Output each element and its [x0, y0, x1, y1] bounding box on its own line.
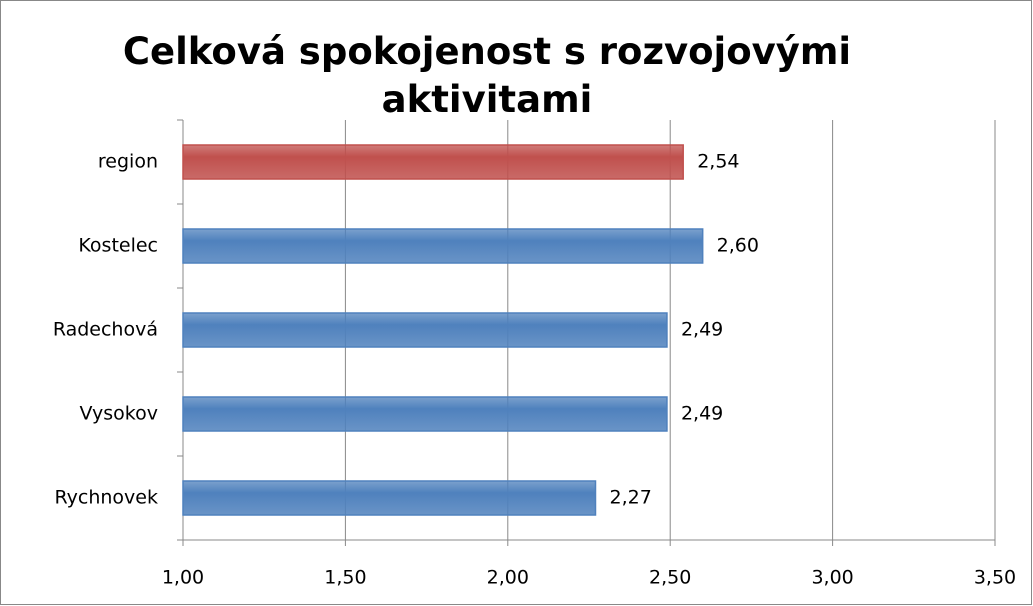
- value-label: 2,49: [681, 403, 723, 425]
- value-label: 2,27: [609, 487, 651, 509]
- y-tick-label: Kostelec: [78, 235, 158, 257]
- bar: [182, 480, 597, 516]
- y-tick-label: Vysokov: [80, 403, 158, 425]
- bar: [182, 396, 668, 432]
- bar: [182, 228, 704, 264]
- x-tick-label: 2,00: [487, 567, 529, 589]
- x-tick-label: 1,00: [162, 567, 204, 589]
- value-label: 2,49: [681, 319, 723, 341]
- x-tick-label: 2,50: [649, 567, 691, 589]
- x-tick-label: 3,00: [811, 567, 853, 589]
- y-tick-label: Radechová: [53, 319, 158, 341]
- x-tick-label: 3,50: [974, 567, 1016, 589]
- value-label: 2,54: [697, 151, 739, 173]
- value-label: 2,60: [717, 235, 759, 257]
- x-tick-label: 1,50: [324, 567, 366, 589]
- bar: [182, 144, 684, 180]
- chart-title: Celková spokojenost s rozvojovými aktivi…: [122, 30, 852, 121]
- bar: [182, 312, 668, 348]
- y-tick-label: region: [98, 151, 158, 173]
- y-tick-label: Rychnovek: [55, 487, 159, 509]
